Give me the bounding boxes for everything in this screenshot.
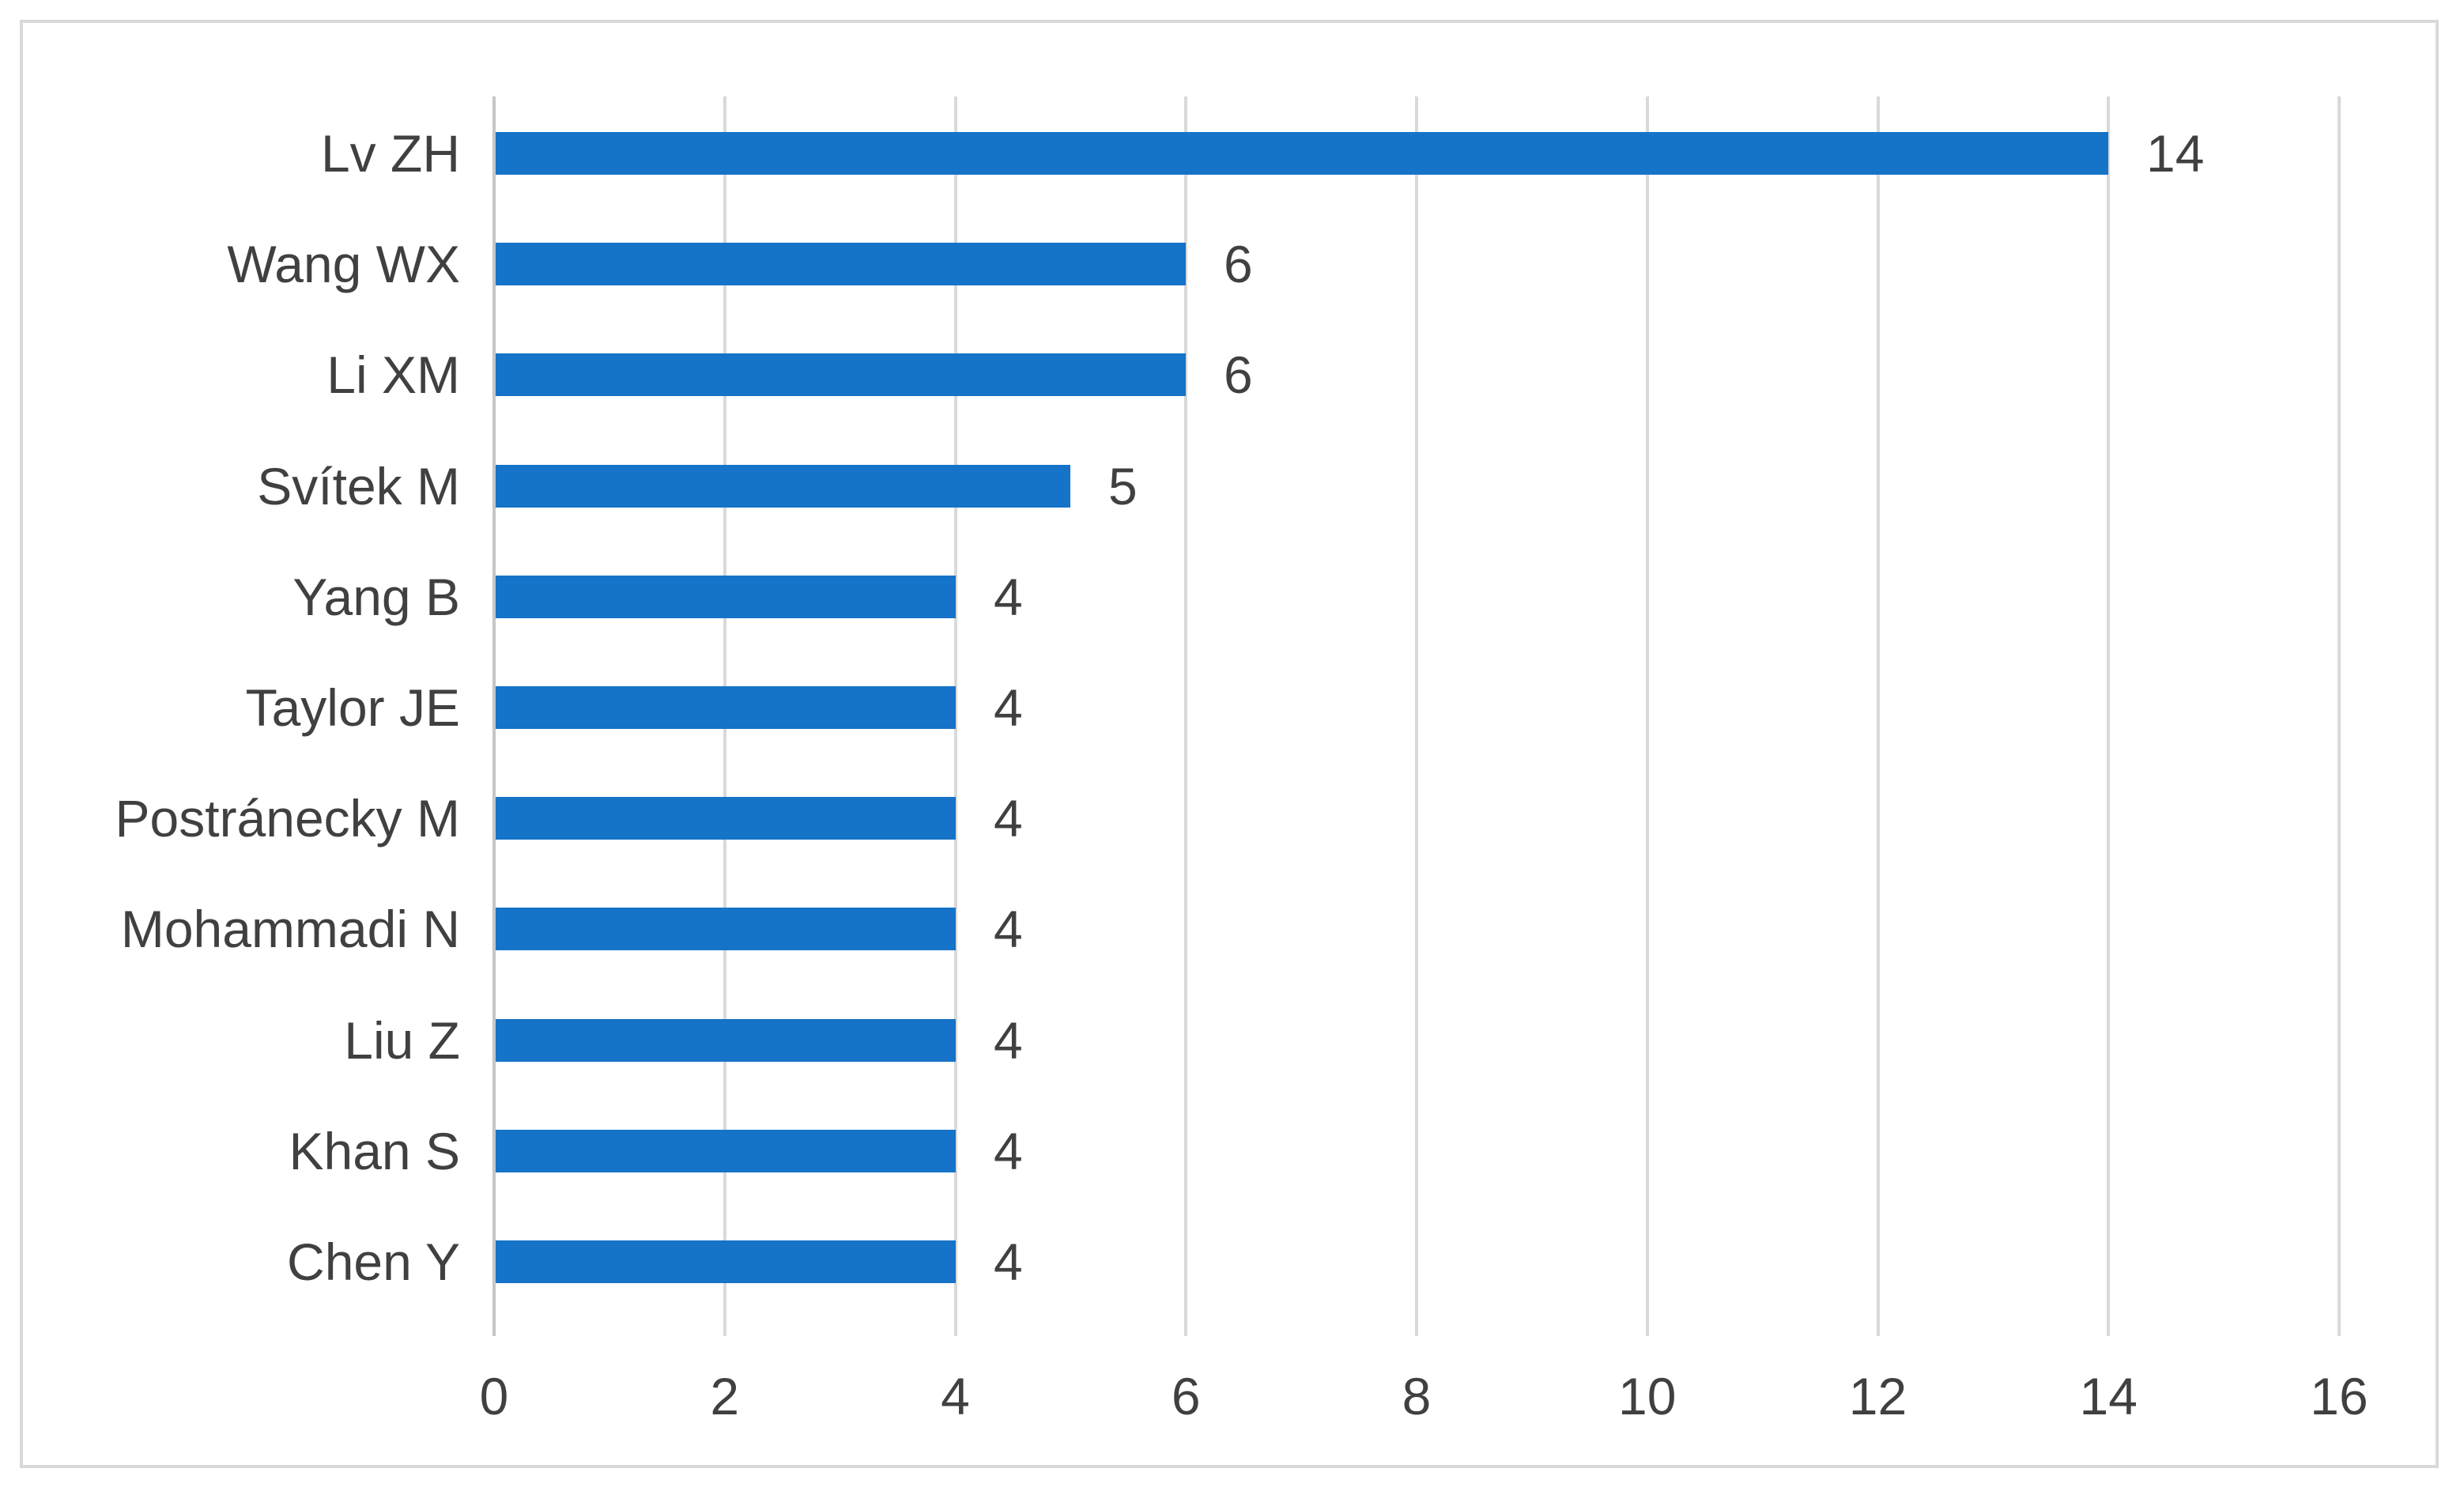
category-label: Mohammadi N [120,900,460,959]
value-label: 4 [994,1121,1023,1180]
category-label: Postránecky M [115,789,460,848]
value-label: 4 [994,789,1023,848]
bar [496,1018,956,1062]
bar [496,132,2108,175]
value-label: 14 [2146,124,2205,183]
x-tick-label: 10 [1618,1367,1677,1425]
value-label: 4 [994,678,1023,737]
category-label: Liu Z [344,1010,460,1070]
category-label: Chen Y [287,1233,460,1291]
x-tick-label: 16 [2310,1367,2368,1425]
value-label: 4 [994,567,1023,626]
category-label: Khan S [289,1121,461,1180]
bar [496,575,956,618]
value-label: 6 [1224,235,1253,294]
x-tick-label: 4 [941,1367,970,1425]
bar [496,797,956,840]
x-tick-label: 2 [710,1367,740,1425]
category-label: Li XM [326,345,460,405]
x-tick-label: 6 [1171,1367,1201,1425]
category-axis-line [492,96,496,1336]
value-label: 6 [1224,345,1253,405]
category-label: Svítek M [257,456,460,515]
bar [496,353,1186,397]
value-label: 4 [994,1233,1023,1291]
bar [496,686,956,729]
x-tick-label: 8 [1402,1367,1432,1425]
x-tick-label: 14 [2079,1367,2138,1425]
bar [496,1129,956,1172]
gridline-x-12 [1876,96,1880,1336]
category-label: Wang WX [227,235,460,294]
gridline-x-10 [1645,96,1649,1336]
category-label: Lv ZH [320,124,460,183]
gridline-x-14 [2107,96,2111,1336]
category-label: Yang B [292,567,460,626]
x-tick-label: 12 [1848,1367,1907,1425]
value-label: 4 [994,900,1023,959]
bar [496,243,1186,286]
category-label: Taylor JE [245,678,460,737]
bar [496,908,956,951]
gridline-x-6 [1184,96,1188,1336]
bar [496,464,1070,508]
bar [496,1240,956,1283]
x-tick-label: 0 [479,1367,509,1425]
chart-frame: Lv ZH 14 Wang WX 6 Li XM 6 Svítek M 5 Yang B 4 Tay… [20,20,2439,1468]
gridline-x-16 [2338,96,2341,1336]
value-label: 5 [1108,456,1138,515]
gridline-x-8 [1415,96,1418,1336]
value-label: 4 [994,1010,1023,1070]
